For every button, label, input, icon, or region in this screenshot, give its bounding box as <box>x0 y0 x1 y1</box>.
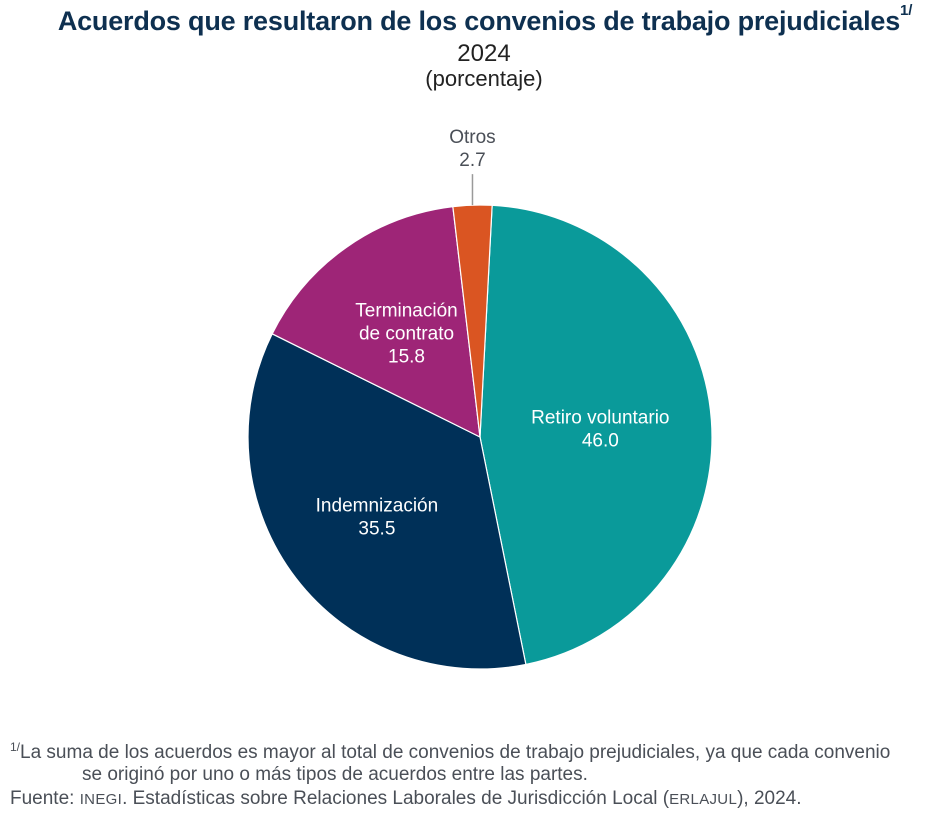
source-end: ), 2024. <box>737 788 802 809</box>
footnote-line-2: se originó por uno o más tipos de acuerd… <box>82 764 588 785</box>
chart-year: 2024 <box>457 40 511 67</box>
chart-title-text: Acuerdos que resultaron de los convenios… <box>57 6 901 36</box>
slice-category-label: Otros <box>449 127 495 148</box>
slice-category-label: Terminación <box>355 301 457 322</box>
slice-value-label: 2.7 <box>459 150 485 171</box>
slice-category-label: de contrato <box>359 324 454 345</box>
footnote-line-1: 1/La suma de los acuerdos es mayor al to… <box>10 740 891 764</box>
source-org: INEGI <box>79 791 123 808</box>
source-text: . Estadísticas sobre Relaciones Laborale… <box>122 788 670 809</box>
title-footnote-marker: 1/ <box>900 2 913 19</box>
pie-slice-indemnizaci-n <box>247 333 527 670</box>
slice-category-label: Indemnización <box>316 496 439 517</box>
footnote-marker: 1/ <box>10 740 21 754</box>
slice-value-label: 15.8 <box>388 347 425 368</box>
slice-value-label: 46.0 <box>582 431 619 452</box>
chart-title: Acuerdos que resultaron de los convenios… <box>0 2 939 37</box>
source-line: Fuente: INEGI. Estadísticas sobre Relaci… <box>10 788 802 810</box>
pie-slice-otros <box>452 204 493 438</box>
slice-category-label: Retiro voluntario <box>531 408 669 429</box>
source-acronym: ERLAJUL <box>669 791 738 808</box>
source-label: Fuente: <box>10 788 75 809</box>
footnote-text-1: La suma de los acuerdos es mayor al tota… <box>20 742 891 763</box>
pie-slice-retiro-voluntario <box>479 204 713 666</box>
pie-slice-terminaci-n-de-contrato <box>271 205 481 439</box>
slice-value-label: 35.5 <box>358 519 395 540</box>
chart-unit: (porcentaje) <box>425 66 543 91</box>
